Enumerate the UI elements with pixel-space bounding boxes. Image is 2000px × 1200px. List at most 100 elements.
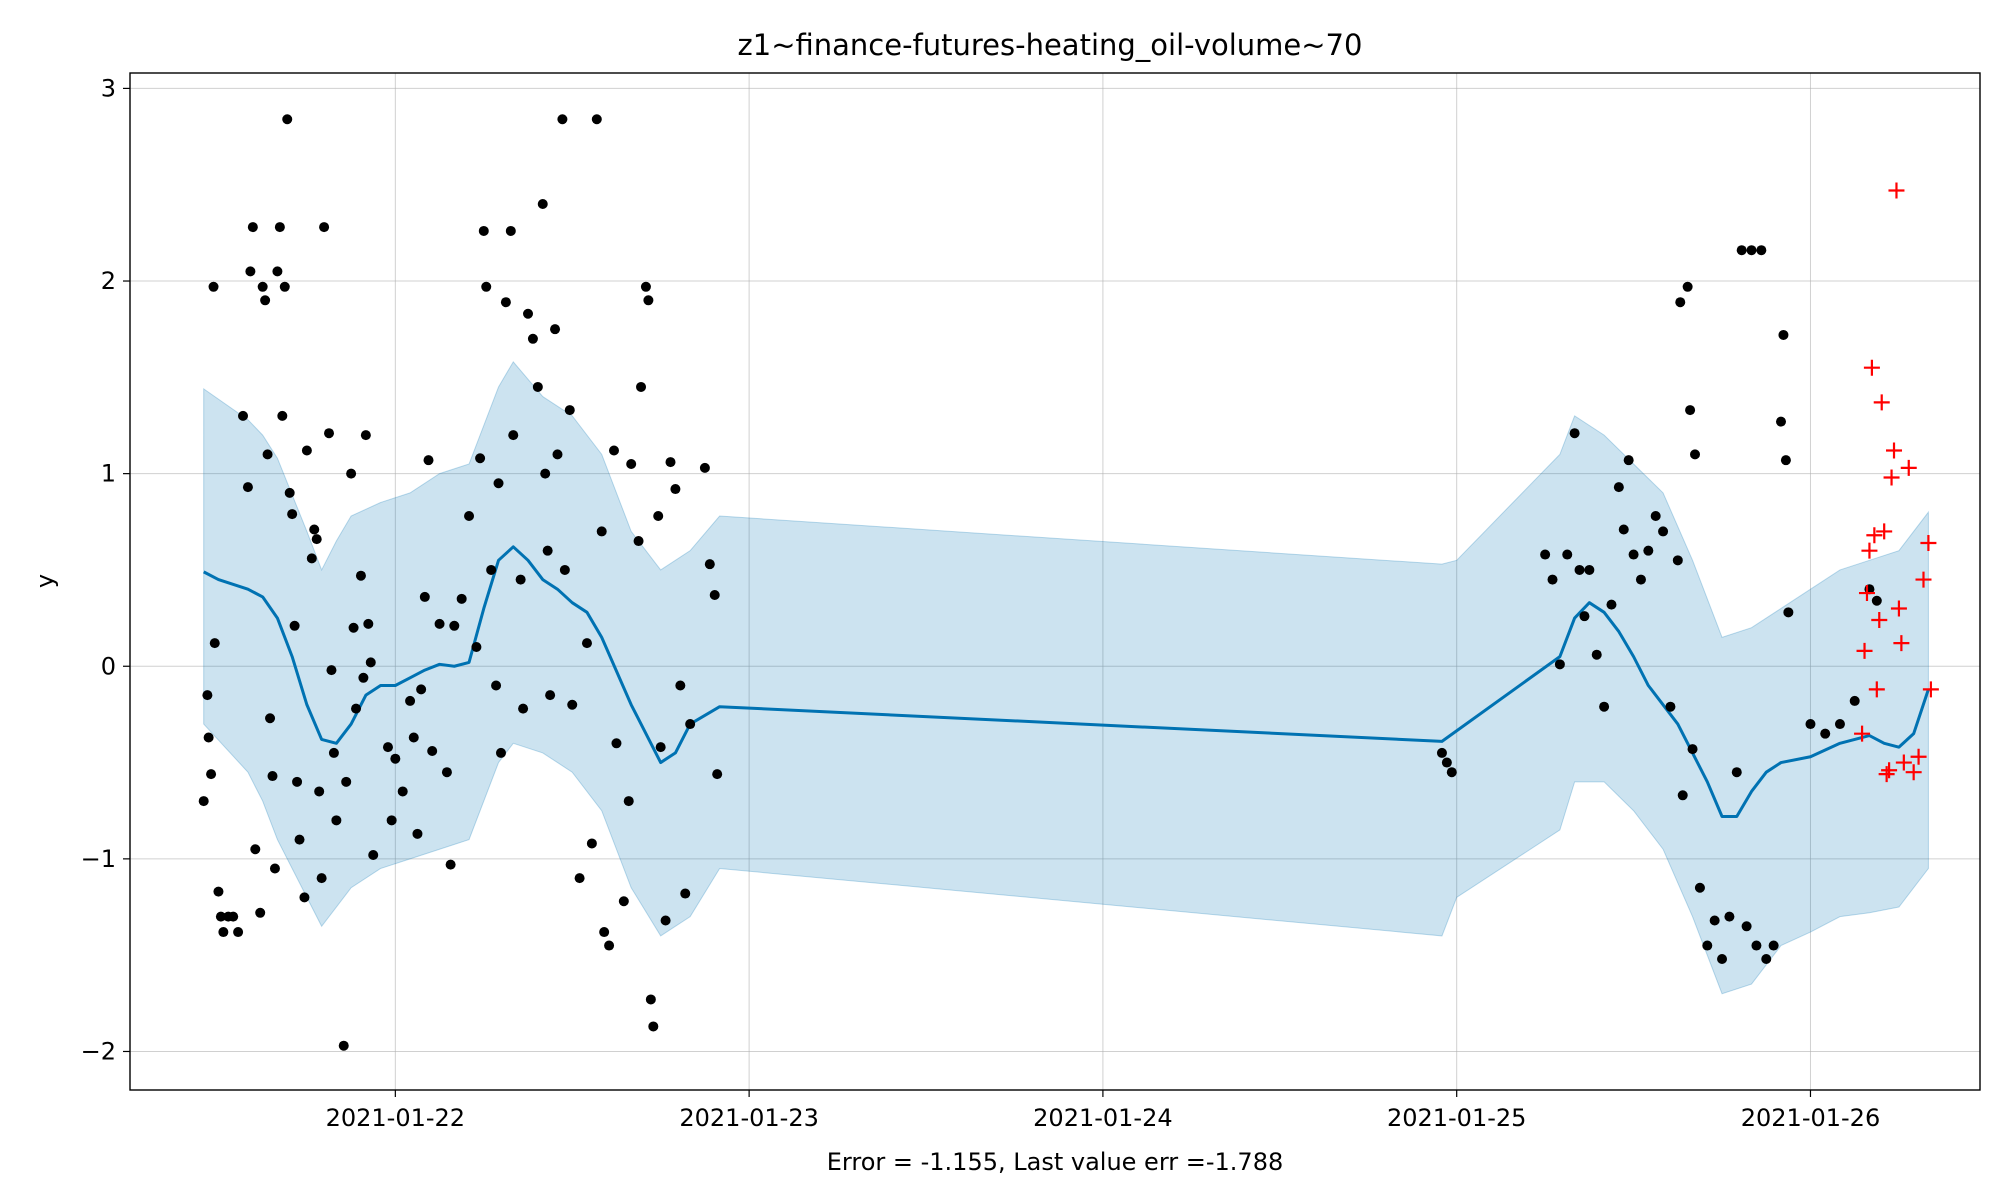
observed-point: [233, 927, 244, 938]
test-point: [1895, 754, 1912, 771]
observed-point: [559, 564, 570, 575]
observed-point: [292, 776, 303, 787]
observed-point: [515, 574, 526, 585]
observed-point: [1677, 790, 1688, 801]
observed-point: [434, 618, 445, 629]
observed-point: [685, 719, 696, 730]
observed-point: [1694, 882, 1705, 893]
observed-point: [1623, 455, 1634, 466]
y-axis-label: y: [31, 574, 59, 588]
observed-point: [267, 771, 278, 782]
test-point: [1920, 534, 1937, 551]
observed-point: [368, 850, 379, 861]
observed-point: [527, 333, 538, 344]
observed-point: [1709, 915, 1720, 926]
observed-point: [265, 713, 276, 724]
observed-point: [1562, 549, 1573, 560]
observed-point: [408, 732, 419, 743]
observed-point: [215, 911, 226, 922]
observed-point: [1682, 281, 1693, 292]
observed-point: [319, 222, 330, 233]
observed-point: [324, 428, 335, 439]
observed-point: [397, 786, 408, 797]
observed-point: [250, 844, 261, 855]
observed-point: [269, 863, 280, 874]
test-point: [1910, 748, 1927, 765]
observed-point: [611, 738, 622, 749]
test-point: [1915, 571, 1932, 588]
observed-point: [346, 468, 357, 479]
observed-points: [198, 114, 1882, 1051]
y-tick-label: −2: [81, 1037, 116, 1065]
observed-point: [1756, 245, 1767, 256]
chart-title: z1~finance-futures-heating_oil-volume~70: [738, 28, 1363, 62]
test-point: [1868, 681, 1885, 698]
observed-point: [550, 324, 561, 335]
observed-point: [1761, 954, 1772, 965]
observed-point: [481, 281, 492, 292]
observed-point: [1547, 574, 1558, 585]
observed-point: [523, 308, 534, 319]
observed-point: [203, 732, 214, 743]
observed-point: [1731, 767, 1742, 778]
observed-point: [545, 690, 556, 701]
observed-point: [311, 534, 322, 545]
observed-point: [471, 641, 482, 652]
observed-point: [386, 815, 397, 826]
observed-point: [660, 915, 671, 926]
observed-point: [599, 927, 610, 938]
observed-point: [284, 487, 295, 498]
observed-point: [1628, 549, 1639, 560]
observed-point: [567, 699, 578, 710]
observed-point: [242, 482, 253, 493]
observed-point: [1805, 719, 1816, 730]
observed-point: [301, 445, 312, 456]
observed-point: [552, 449, 563, 460]
test-point: [1866, 527, 1883, 544]
observed-point: [591, 114, 602, 125]
observed-point: [1687, 744, 1698, 755]
observed-point: [478, 225, 489, 236]
observed-point: [1746, 245, 1757, 256]
observed-point: [355, 570, 366, 581]
observed-point: [419, 591, 430, 602]
observed-point: [382, 742, 393, 753]
observed-point: [228, 911, 239, 922]
observed-point: [423, 455, 434, 466]
grid: [130, 73, 1980, 1090]
test-point: [1922, 681, 1939, 698]
observed-point: [341, 776, 352, 787]
observed-point: [581, 638, 592, 649]
x-axis-ticks: 2021-01-22 2021-01-23 2021-01-24 2021-01-25…: [326, 1090, 1880, 1132]
observed-point: [1635, 574, 1646, 585]
test-point: [1890, 600, 1907, 617]
observed-point: [331, 815, 342, 826]
observed-point: [238, 410, 249, 421]
observed-point: [493, 478, 504, 489]
observed-point: [279, 281, 290, 292]
observed-point: [272, 266, 283, 277]
observed-point: [648, 1021, 659, 1032]
y-tick-label: −1: [81, 845, 116, 873]
observed-point: [282, 114, 293, 125]
observed-point: [712, 769, 723, 780]
observed-point: [537, 198, 548, 209]
y-tick-label: 2: [101, 267, 116, 295]
test-point: [1854, 725, 1871, 742]
observed-point: [255, 907, 266, 918]
observed-point: [1672, 555, 1683, 566]
observed-point: [202, 690, 213, 701]
observed-point: [709, 589, 720, 600]
observed-point: [289, 620, 300, 631]
observed-point: [704, 559, 715, 570]
forecast-line: [203, 545, 1930, 818]
x-tick-label: 2021-01-22: [326, 1104, 465, 1132]
observed-point: [1685, 405, 1696, 416]
observed-point: [262, 449, 273, 460]
observed-point: [338, 1040, 349, 1051]
observed-point: [491, 680, 502, 691]
observed-point: [206, 769, 217, 780]
observed-point: [518, 703, 529, 714]
observed-point: [1736, 245, 1747, 256]
